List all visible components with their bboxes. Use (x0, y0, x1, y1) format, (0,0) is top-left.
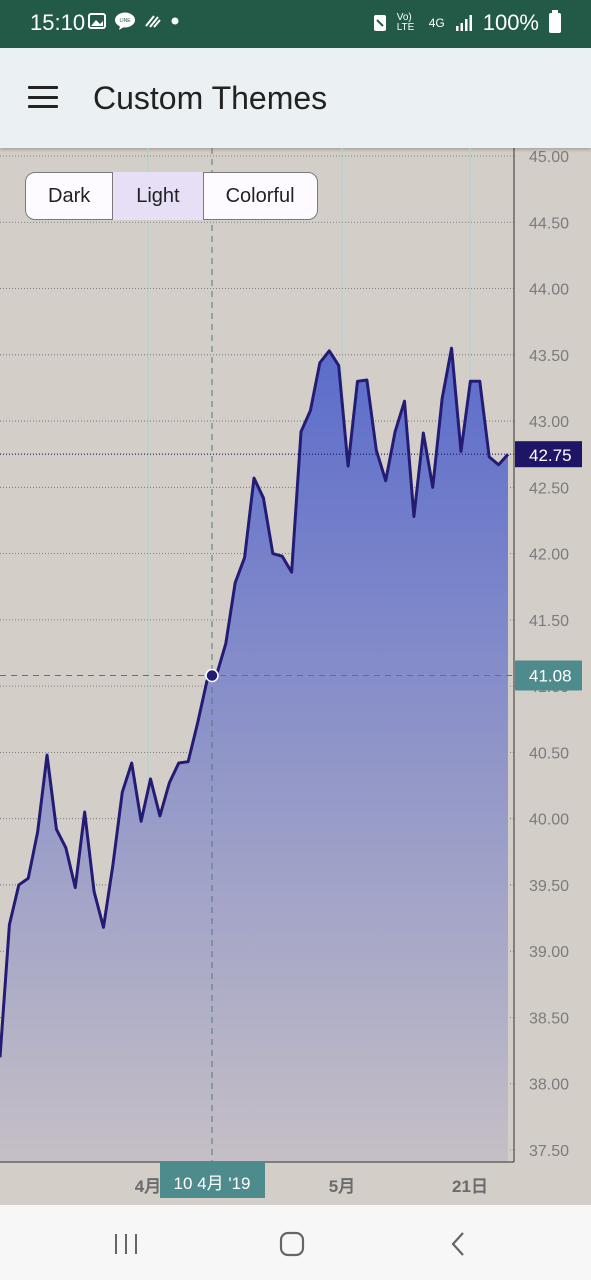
volte-icon: Vo) LTE (396, 12, 415, 33)
crosshair-point (205, 668, 219, 683)
y-tick-label: 44.00 (529, 282, 569, 299)
y-tick-label: 39.50 (529, 878, 569, 895)
crosshair-x-badge (160, 1162, 265, 1198)
area-fill (0, 348, 508, 1162)
home-icon[interactable] (272, 1227, 312, 1261)
menu-icon[interactable] (28, 86, 58, 108)
y-tick-label: 38.00 (529, 1077, 569, 1094)
navigation-bar (0, 1205, 591, 1280)
y-tick-label: 43.00 (529, 414, 569, 431)
page-title: Custom Themes (93, 80, 328, 116)
chart[interactable]: 45.00 44.50 44.00 43.50 43.00 42.50 42.00 41.50… (0, 148, 591, 1205)
y-tick-label: 41.50 (529, 613, 569, 630)
y-tick-label: 40.00 (529, 812, 569, 829)
crosshair-x-label: 10 4月 '19 (174, 1174, 251, 1193)
theme-light-button[interactable]: Light (113, 172, 203, 220)
last-price-badge (515, 441, 582, 468)
nfc-icon (373, 15, 386, 31)
dot-icon (171, 17, 179, 25)
y-tick-label: 37.50 (529, 1143, 569, 1160)
battery-percent: 100% (482, 10, 539, 35)
y-tick-label: 44.50 (529, 215, 569, 232)
back-icon[interactable] (438, 1227, 478, 1261)
y-tick-label: 39.00 (529, 944, 569, 961)
y-tick-label: 40.50 (529, 745, 569, 762)
y-tick-label: 38.50 (529, 1010, 569, 1027)
x-tick-label: 5月 (329, 1177, 355, 1196)
last-price-label: 42.75 (529, 446, 572, 465)
theme-segmented-control: Dark Light Colorful (25, 172, 318, 220)
app-bar: Custom Themes (0, 48, 591, 148)
theme-dark-button[interactable]: Dark (25, 172, 114, 220)
svg-text:LINE: LINE (119, 18, 131, 24)
status-bar: 15:10 LINE Vo) LTE 4G 100% (0, 0, 591, 48)
signal-icon (455, 15, 472, 31)
notification-icons: LINE (88, 12, 180, 30)
line-app-icon: LINE (115, 12, 135, 30)
area-chart[interactable]: 45.00 44.50 44.00 43.50 43.00 42.50 42.00 41.50… (0, 148, 591, 1205)
x-tick-label: 21日 (452, 1177, 488, 1196)
theme-colorful-button[interactable]: Colorful (202, 172, 318, 220)
y-tick-label: 42.00 (529, 547, 569, 564)
y-tick-label: 42.50 (529, 480, 569, 497)
network-type-icon: 4G (428, 16, 445, 30)
recents-icon[interactable] (106, 1227, 146, 1261)
y-tick-label: 45.00 (529, 149, 569, 166)
y-tick-label: 43.50 (529, 348, 569, 365)
status-right-group: Vo) LTE 4G 100% (373, 10, 561, 36)
crosshair-y-badge (515, 660, 582, 691)
status-time: 15:10 (30, 10, 86, 35)
gallery-icon (88, 13, 106, 29)
series-line (0, 346, 510, 1058)
signal-activity-icon (145, 15, 161, 28)
crosshair-y-label: 41.08 (529, 667, 572, 686)
battery-icon (549, 10, 561, 33)
x-tick-label: 4月 (135, 1177, 161, 1196)
